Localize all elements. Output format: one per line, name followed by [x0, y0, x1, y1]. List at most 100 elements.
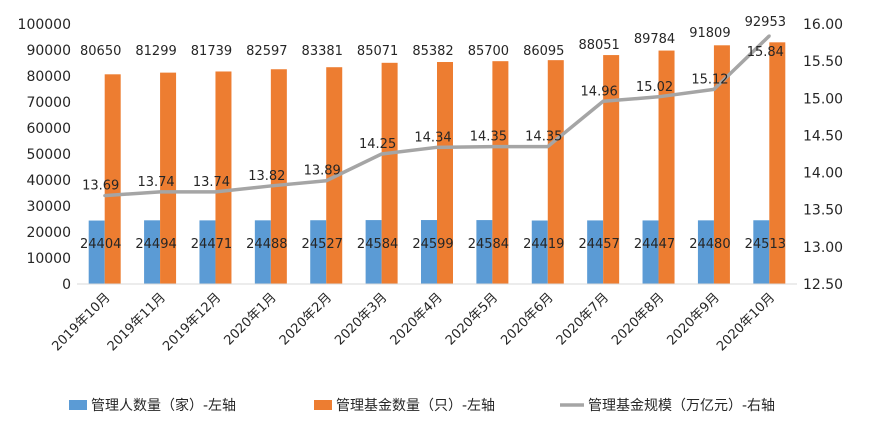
scale-point: [601, 99, 605, 103]
right-axis-tick-label: 12.50: [803, 277, 843, 293]
bar-funds: [215, 71, 232, 284]
scale-data-label: 15.02: [636, 80, 673, 95]
data-labels: 24404 80650 24494 81299 24471 81739 24488 82597…: [80, 15, 786, 252]
scale-point: [657, 95, 661, 99]
bar-managers: [476, 220, 493, 284]
right-axis-tick-label: 16.00: [803, 17, 843, 33]
scale-data-label: 13.89: [304, 164, 341, 179]
left-axis: 0 10000 20000 30000 40000 50000 60000 70000 8000…: [18, 17, 71, 293]
funds-data-label: 85700: [468, 44, 509, 59]
x-axis-tick-label: 2019年11月: [105, 290, 169, 354]
funds-data-label: 81299: [135, 44, 176, 59]
managers-data-label: 24457: [578, 237, 619, 252]
bar-funds: [603, 55, 620, 284]
scale-point: [435, 145, 439, 149]
managers-data-label: 24584: [468, 237, 509, 252]
left-axis-tick-label: 20000: [26, 225, 71, 241]
scale-point: [767, 34, 771, 38]
bar-funds: [160, 72, 177, 285]
scale-point: [269, 184, 273, 188]
left-axis-tick-label: 10000: [26, 251, 71, 267]
bar-managers: [144, 220, 161, 284]
bar-funds: [104, 74, 121, 284]
right-axis: 12.50 13.00 13.50 14.00 14.50 15.00 15.50 16.00: [803, 17, 843, 293]
bar-funds: [492, 61, 509, 285]
x-axis-tick-label: 2020年2月: [277, 290, 335, 348]
x-axis-tick-label: 2019年12月: [160, 290, 224, 354]
left-axis-tick-label: 100000: [18, 17, 71, 33]
x-axis-tick-label: 2020年7月: [554, 290, 612, 348]
legend-entry-label: 管理人数量（家）-左轴: [91, 397, 236, 414]
left-axis-tick-label: 90000: [26, 43, 71, 59]
scale-point: [546, 145, 550, 149]
scale-data-label: 14.34: [414, 130, 451, 145]
bar-managers: [199, 220, 216, 284]
right-axis-tick-label: 14.50: [803, 128, 843, 144]
bar-managers: [587, 220, 604, 284]
x-axis-tick-label: 2020年4月: [388, 290, 446, 348]
legend: 管理人数量（家）-左轴 管理基金数量（只）-左轴 管理基金规模（万亿元）-右轴: [69, 397, 775, 414]
funds-data-label: 91809: [689, 26, 730, 41]
right-axis-tick-label: 15.00: [803, 91, 843, 107]
legend-swatch: [314, 400, 332, 410]
bar-funds: [769, 42, 786, 284]
bar-funds: [547, 60, 564, 284]
scale-point: [103, 194, 107, 198]
managers-data-label: 24419: [523, 237, 564, 252]
bar-managers: [254, 220, 271, 284]
managers-data-label: 24404: [80, 237, 121, 252]
scale-data-label: 13.82: [248, 169, 285, 184]
right-axis-tick-label: 15.50: [803, 54, 843, 70]
bar-funds: [658, 50, 675, 284]
left-axis-tick-label: 30000: [26, 199, 71, 215]
left-axis-tick-label: 40000: [26, 173, 71, 189]
legend-swatch: [69, 400, 87, 410]
managers-data-label: 24488: [246, 237, 287, 252]
funds-data-label: 83381: [302, 44, 343, 59]
bar-funds: [381, 62, 398, 284]
scale-data-label: 13.69: [82, 179, 119, 194]
funds-data-label: 82597: [246, 44, 287, 59]
scale-data-label: 15.12: [691, 72, 728, 87]
bar-funds: [437, 62, 453, 284]
x-axis-tick-label: 2020年1月: [221, 290, 279, 348]
right-axis-tick-label: 13.00: [803, 240, 843, 256]
x-axis-tick-label: 2020年9月: [665, 290, 723, 348]
managers-data-label: 24584: [357, 237, 398, 252]
managers-data-label: 24494: [135, 237, 176, 252]
bar-managers: [365, 220, 382, 284]
scale-data-label: 13.74: [137, 175, 174, 190]
bar-managers: [642, 220, 659, 284]
bars: [88, 42, 786, 285]
legend-entry-label: 管理基金数量（只）-左轴: [336, 397, 495, 414]
x-axis-tick-label: 2020年6月: [498, 290, 556, 348]
left-axis-tick-label: 50000: [26, 147, 71, 163]
x-axis-tick-label: 2019年10月: [49, 290, 113, 354]
scale-point: [158, 190, 162, 194]
funds-data-label: 92953: [745, 15, 786, 30]
managers-data-label: 24527: [302, 237, 343, 252]
funds-data-label: 85071: [357, 44, 398, 59]
managers-data-label: 24480: [689, 237, 730, 252]
funds-data-label: 81739: [191, 44, 232, 59]
funds-data-label: 80650: [80, 44, 121, 59]
right-axis-tick-label: 13.50: [803, 203, 843, 219]
left-axis-tick-label: 60000: [26, 121, 71, 137]
scale-point: [380, 152, 384, 156]
legend-entry-label: 管理基金规模（万亿元）-右轴: [588, 397, 775, 414]
left-axis-tick-label: 80000: [26, 69, 71, 85]
scale-point: [324, 179, 328, 183]
scale-point: [712, 87, 716, 91]
scale-data-label: 15.84: [747, 45, 784, 60]
bar-managers: [310, 220, 327, 284]
bar-funds: [270, 69, 287, 284]
funds-data-label: 88051: [578, 38, 619, 53]
bar-managers: [753, 220, 770, 284]
left-axis-tick-label: 0: [62, 277, 71, 293]
funds-data-label: 86095: [523, 44, 564, 59]
managers-data-label: 24447: [634, 237, 675, 252]
bar-funds: [713, 45, 730, 284]
right-axis-tick-label: 14.00: [803, 166, 843, 182]
